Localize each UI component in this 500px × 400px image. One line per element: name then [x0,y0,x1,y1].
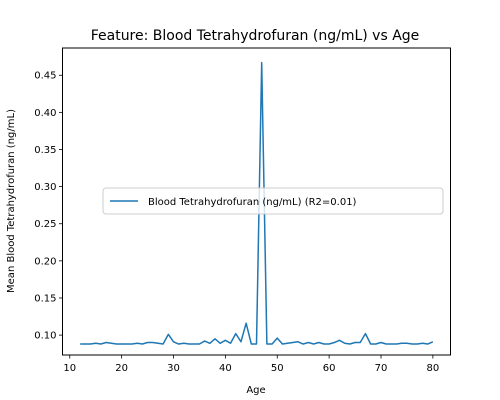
y-tick-label: 0.25 [34,219,56,230]
legend-box [102,187,444,215]
series-line [80,61,434,345]
x-axis: 10 20 30 40 50 60 70 80 [63,355,439,374]
x-tick-label: 30 [167,363,180,374]
x-tick-label: 20 [115,363,128,374]
x-tick-label: 40 [219,363,232,374]
legend-label: Blood Tetrahydrofuran (ng/mL) (R2=0.01) [148,197,357,208]
y-tick-label: 0.40 [34,108,56,119]
y-tick-label: 0.35 [34,145,56,156]
y-tick-label: 0.30 [34,182,56,193]
x-tick-label: 10 [63,363,76,374]
y-axis: 0.10 0.15 0.20 0.25 0.30 0.35 0.40 0.45 [34,71,63,342]
x-tick-label: 70 [375,363,388,374]
x-axis-label: Age [246,385,265,396]
plot-area [80,61,434,345]
chart-title: Feature: Blood Tetrahydrofuran (ng/mL) v… [91,28,420,44]
x-tick-label: 50 [271,363,284,374]
x-tick-label: 80 [426,363,439,374]
y-tick-label: 0.20 [34,256,56,267]
y-axis-label: Mean Blood Tetrahydrofuran (ng/mL) [6,109,17,293]
y-tick-label: 0.45 [34,71,56,82]
plot-frame [62,47,451,356]
y-tick-label: 0.10 [34,331,56,342]
x-tick-label: 60 [323,363,336,374]
legend: Blood Tetrahydrofuran (ng/mL) (R2=0.01) [102,187,444,215]
y-tick-label: 0.15 [34,293,56,304]
